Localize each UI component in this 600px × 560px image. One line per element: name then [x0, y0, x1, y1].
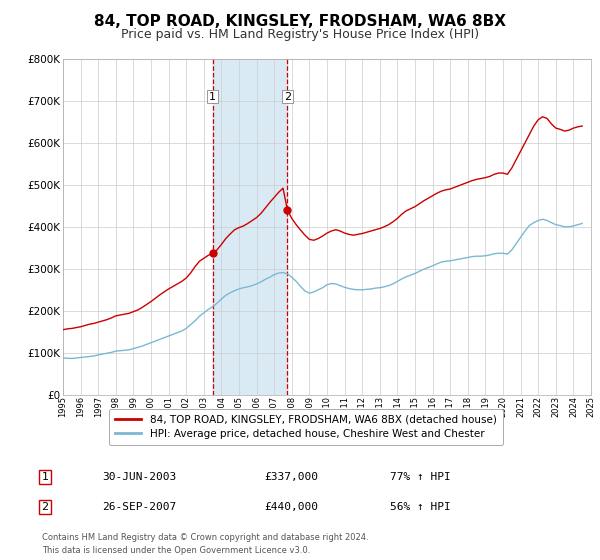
Text: 77% ↑ HPI: 77% ↑ HPI: [390, 472, 451, 482]
Text: 2: 2: [41, 502, 49, 512]
Text: 84, TOP ROAD, KINGSLEY, FRODSHAM, WA6 8BX: 84, TOP ROAD, KINGSLEY, FRODSHAM, WA6 8B…: [94, 14, 506, 29]
Text: Contains HM Land Registry data © Crown copyright and database right 2024.
This d: Contains HM Land Registry data © Crown c…: [42, 533, 368, 554]
Text: 26-SEP-2007: 26-SEP-2007: [102, 502, 176, 512]
Text: 1: 1: [41, 472, 49, 482]
Text: £337,000: £337,000: [264, 472, 318, 482]
Text: 2: 2: [284, 92, 291, 101]
Text: £440,000: £440,000: [264, 502, 318, 512]
Text: Price paid vs. HM Land Registry's House Price Index (HPI): Price paid vs. HM Land Registry's House …: [121, 28, 479, 41]
Text: 56% ↑ HPI: 56% ↑ HPI: [390, 502, 451, 512]
Bar: [212, 59, 287, 395]
Text: 30-JUN-2003: 30-JUN-2003: [102, 472, 176, 482]
Legend: 84, TOP ROAD, KINGSLEY, FRODSHAM, WA6 8BX (detached house), HPI: Average price, : 84, TOP ROAD, KINGSLEY, FRODSHAM, WA6 8B…: [109, 409, 503, 445]
Text: 1: 1: [209, 92, 216, 101]
